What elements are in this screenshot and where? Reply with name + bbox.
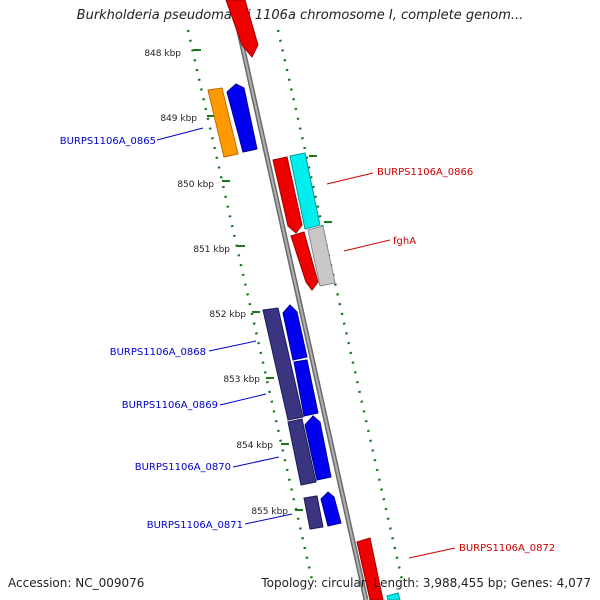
tick-label: 853 kbp — [223, 375, 260, 385]
left-tick-track — [186, 29, 314, 581]
tick-label: 850 kbp — [177, 180, 214, 190]
right-tick-track — [276, 29, 404, 581]
chromosome-backbone-highlight — [231, 0, 367, 600]
tick-label: 854 kbp — [236, 441, 273, 451]
gene-arrow-red[interactable] — [225, 0, 259, 58]
gene-block-red[interactable] — [356, 537, 384, 600]
gene-block-blue[interactable] — [293, 359, 319, 417]
gene-arrow-blue[interactable] — [320, 491, 342, 527]
gene-label[interactable]: BURPS1106A_0866 — [377, 167, 473, 178]
tick-labels: 848 kbp 849 kbp 850 kbp 851 kbp 852 kbp … — [144, 49, 332, 517]
accession-text: Accession: NC_009076 — [8, 576, 145, 590]
gene-block-slate[interactable] — [303, 495, 324, 530]
gene-block-slate[interactable] — [262, 307, 304, 421]
gene-arrow-blue[interactable] — [282, 304, 308, 361]
genes[interactable] — [207, 0, 401, 600]
tick-label: 851 kbp — [193, 245, 230, 255]
gene-block-cyan[interactable] — [289, 152, 321, 230]
topology-text: Topology: circular; Length: 3,988,455 bp… — [261, 576, 591, 590]
gene-label[interactable]: BURPS1106A_0869 — [122, 400, 218, 411]
tick-label: 852 kbp — [209, 310, 246, 320]
gene-block-orange[interactable] — [207, 87, 239, 158]
gene-block-slate[interactable] — [287, 418, 317, 486]
gene-arrow-blue[interactable] — [226, 83, 258, 153]
gene-block-gray[interactable] — [307, 225, 336, 287]
map-title: Burkholderia pseudomallei 1106a chromoso… — [76, 8, 524, 23]
gene-arrow-red[interactable] — [290, 231, 319, 291]
tick-label: 849 kbp — [160, 114, 197, 124]
gene-label[interactable]: BURPS1106A_0865 — [60, 136, 156, 147]
callout-lines — [156, 127, 456, 559]
tick-label: 848 kbp — [144, 49, 181, 59]
gene-label[interactable]: BURPS1106A_0868 — [110, 347, 206, 358]
gene-label[interactable]: BURPS1106A_0872 — [459, 543, 555, 554]
gene-block-cyan[interactable] — [386, 592, 401, 600]
tick-label: 855 kbp — [251, 507, 288, 517]
gene-label[interactable]: fghA — [393, 236, 416, 247]
gene-label[interactable]: BURPS1106A_0870 — [135, 462, 231, 473]
gene-label[interactable]: BURPS1106A_0871 — [147, 520, 243, 531]
gene-arrow-blue[interactable] — [304, 415, 332, 481]
gene-block-red[interactable] — [272, 156, 303, 234]
gene-labels[interactable]: BURPS1106A_0865 BURPS1106A_0866 fghA BUR… — [60, 136, 556, 554]
